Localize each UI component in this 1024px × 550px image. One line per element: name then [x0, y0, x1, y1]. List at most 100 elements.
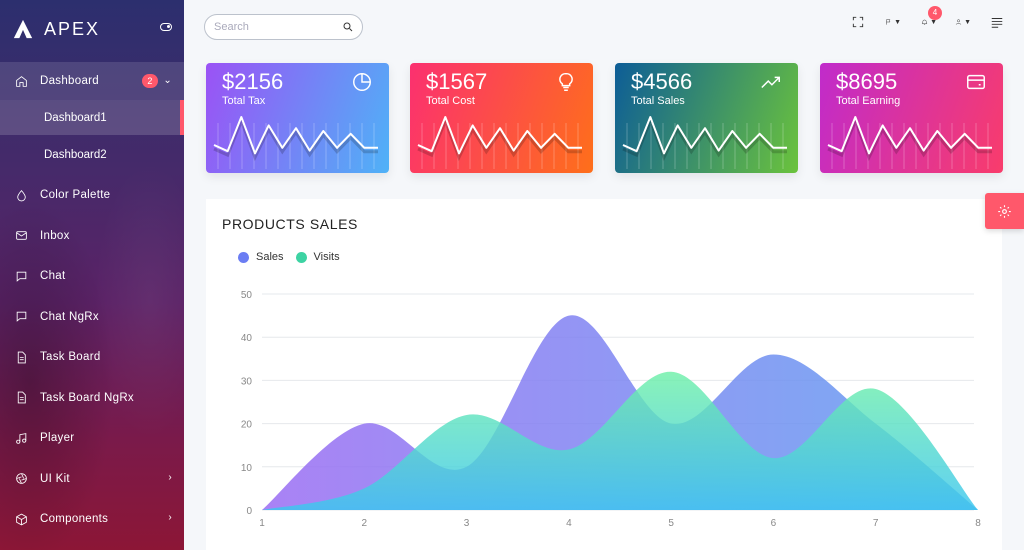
- chevron-down-icon[interactable]: ⌄: [163, 75, 172, 86]
- y-tick-label: 20: [241, 420, 253, 431]
- spark-shadow: [622, 116, 787, 162]
- chevron-right-icon[interactable]: ›: [168, 471, 172, 483]
- card-value: $1567: [426, 69, 488, 94]
- wallet-icon: [965, 71, 989, 95]
- apex-logo-icon: [13, 19, 33, 39]
- card-label: Total Cost: [426, 95, 475, 107]
- droplet-icon: [14, 188, 28, 202]
- card-sparkline: [827, 116, 992, 169]
- y-tick-label: 40: [241, 333, 253, 344]
- card-sparkline: [417, 116, 582, 169]
- search-icon[interactable]: [342, 21, 354, 33]
- brand-name: APEX: [44, 18, 101, 39]
- caret-down-icon: ▼: [894, 18, 901, 26]
- legend-dot: [295, 251, 307, 263]
- spark-shadow: [213, 116, 378, 162]
- sidebar-item-player[interactable]: Player: [0, 418, 184, 459]
- sidebar-toggle-icon[interactable]: [160, 23, 172, 31]
- search-input[interactable]: [205, 15, 325, 39]
- products-sales-panel: 0 10 20 30 40 50 1 2 3 4 5 6 7 8 PRODUCTS SALES Sales…: [206, 199, 1002, 550]
- sidebar: APEX Dashboard 2 ⌄ Dashboard1 Dashboard2…: [0, 0, 184, 550]
- box-icon: [14, 512, 28, 526]
- chevron-right-icon[interactable]: ›: [168, 512, 172, 523]
- file-text-icon: [14, 350, 28, 364]
- dashboard-badge: 2: [142, 74, 158, 88]
- file-text-icon: [14, 391, 28, 405]
- x-tick-label: 3: [464, 518, 470, 529]
- menu-lines-icon[interactable]: [990, 14, 1006, 30]
- caret-down-icon: ▼: [964, 18, 971, 26]
- card-label: Total Tax: [222, 95, 266, 107]
- sidebar-item-task-board-ngrx[interactable]: Task Board NgRx: [0, 378, 184, 419]
- spark-line: [213, 116, 378, 155]
- sidebar-item-label: Chat NgRx: [40, 310, 99, 323]
- spark-line: [622, 116, 787, 155]
- stat-card-total-tax: $2156 Total Tax: [206, 63, 389, 173]
- legend-dot: [238, 251, 249, 263]
- sidebar-item-label: Task Board NgRx: [40, 391, 134, 404]
- y-tick-label: 0: [246, 506, 252, 517]
- legend-item-visits[interactable]: Visits: [295, 251, 340, 263]
- sidebar-subitem-label: Dashboard1: [44, 111, 107, 124]
- caret-down-icon: ▼: [930, 18, 937, 26]
- x-tick-label: 1: [259, 518, 265, 529]
- sidebar-subitem-dashboard1[interactable]: Dashboard1: [0, 100, 184, 135]
- x-tick-label: 4: [566, 518, 572, 529]
- x-tick-label: 5: [668, 518, 674, 529]
- y-tick-label: 10: [241, 463, 253, 474]
- sidebar-item-label: Dashboard: [40, 75, 99, 87]
- chart-legend: Sales Visits: [238, 251, 352, 263]
- legend-label: Visits: [313, 251, 340, 263]
- pie-chart-icon: [351, 71, 375, 95]
- aperture-icon: [14, 472, 28, 486]
- y-tick-label: 30: [241, 376, 253, 387]
- x-tick-label: 8: [975, 518, 981, 529]
- x-tick-label: 6: [771, 518, 777, 529]
- sidebar-item-label: Inbox: [40, 229, 70, 242]
- brand[interactable]: APEX: [0, 0, 184, 58]
- visits-area[interactable]: [262, 371, 978, 510]
- legend-label: Sales: [256, 251, 284, 263]
- user-icon[interactable]: ▼: [955, 14, 971, 30]
- message-square-icon: [14, 269, 28, 283]
- language-flag-icon[interactable]: ▼: [885, 14, 901, 30]
- sidebar-item-ui-kit[interactable]: UI Kit ›: [0, 459, 184, 500]
- card-sparkline: [213, 116, 378, 169]
- sidebar-item-chat[interactable]: Chat: [0, 256, 184, 297]
- products-sales-chart: 0 10 20 30 40 50 1 2 3 4 5 6 7 8: [241, 290, 981, 529]
- panel-title: PRODUCTS SALES: [222, 216, 358, 232]
- notifications-bell-icon[interactable]: ▼ 4: [921, 6, 942, 30]
- search-box[interactable]: [204, 14, 363, 40]
- sidebar-item-label: Task Board: [40, 351, 101, 364]
- sidebar-item-color-palette[interactable]: Color Palette: [0, 175, 184, 216]
- card-value: $8695: [836, 69, 898, 94]
- sidebar-item-dashboard[interactable]: Dashboard 2 ⌄: [0, 62, 184, 100]
- sidebar-item-label: UI Kit: [40, 472, 70, 485]
- lightbulb-icon: [555, 71, 579, 95]
- spark-shadow: [827, 116, 992, 162]
- sidebar-item-label: Player: [40, 432, 75, 445]
- trending-up-icon: [760, 71, 784, 95]
- sidebar-item-components[interactable]: Components ›: [0, 499, 184, 540]
- card-label: Total Sales: [631, 95, 685, 107]
- spark-shadow: [417, 116, 582, 162]
- mail-icon: [14, 229, 28, 243]
- music-icon: [14, 431, 28, 445]
- sidebar-item-task-board[interactable]: Task Board: [0, 337, 184, 378]
- settings-button[interactable]: [985, 193, 1024, 229]
- sidebar-item-label: Components: [40, 513, 109, 526]
- fullscreen-icon[interactable]: [851, 14, 867, 30]
- spark-line: [827, 116, 992, 155]
- stat-card-total-cost: $1567 Total Cost: [410, 63, 593, 173]
- card-value: $2156: [222, 69, 284, 94]
- sidebar-item-chat-ngrx[interactable]: Chat NgRx: [0, 297, 184, 338]
- card-value: $4566: [631, 69, 693, 94]
- sidebar-subitem-dashboard2[interactable]: Dashboard2: [0, 135, 184, 175]
- message-square-icon: [14, 310, 28, 324]
- sidebar-item-inbox[interactable]: Inbox: [0, 216, 184, 257]
- legend-item-sales[interactable]: Sales: [238, 251, 284, 263]
- gear-icon: [998, 204, 1011, 218]
- stat-card-total-sales: $4566 Total Sales: [615, 63, 798, 173]
- card-sparkline: [622, 116, 787, 169]
- y-tick-label: 50: [241, 290, 253, 301]
